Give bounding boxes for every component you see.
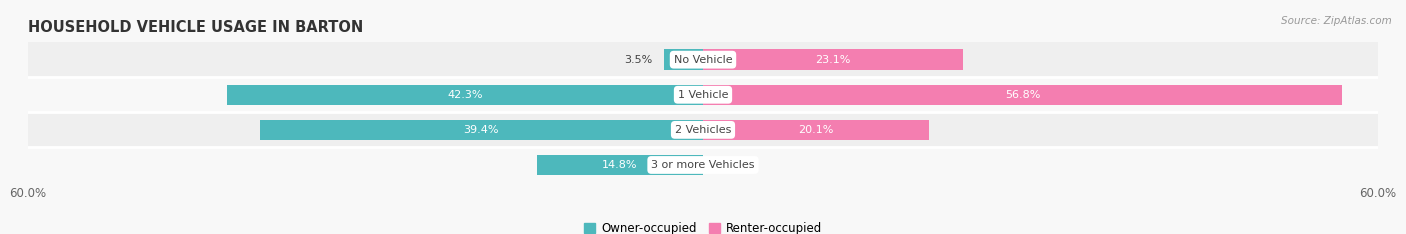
Bar (664, 49, 703, 70)
Legend: Owner-occupied, Renter-occupied: Owner-occupied, Renter-occupied (579, 217, 827, 234)
Bar (260, 120, 703, 140)
Bar (28, 42, 1378, 77)
Bar (228, 84, 703, 105)
Text: 39.4%: 39.4% (464, 125, 499, 135)
Text: 3.5%: 3.5% (624, 55, 652, 65)
Text: 20.1%: 20.1% (799, 125, 834, 135)
Bar (703, 49, 963, 70)
Bar (28, 112, 1378, 147)
Text: 3 or more Vehicles: 3 or more Vehicles (651, 160, 755, 170)
Text: 56.8%: 56.8% (1005, 90, 1040, 100)
Text: 2 Vehicles: 2 Vehicles (675, 125, 731, 135)
Text: 14.8%: 14.8% (602, 160, 637, 170)
Text: 23.1%: 23.1% (815, 55, 851, 65)
Bar (28, 147, 1378, 183)
Bar (537, 155, 703, 175)
Text: 1 Vehicle: 1 Vehicle (678, 90, 728, 100)
Bar (703, 120, 929, 140)
Text: HOUSEHOLD VEHICLE USAGE IN BARTON: HOUSEHOLD VEHICLE USAGE IN BARTON (28, 20, 363, 35)
Bar (28, 77, 1378, 112)
Text: 42.3%: 42.3% (447, 90, 482, 100)
Bar (703, 84, 1341, 105)
Text: Source: ZipAtlas.com: Source: ZipAtlas.com (1281, 16, 1392, 26)
Text: 0.0%: 0.0% (714, 160, 742, 170)
Text: No Vehicle: No Vehicle (673, 55, 733, 65)
